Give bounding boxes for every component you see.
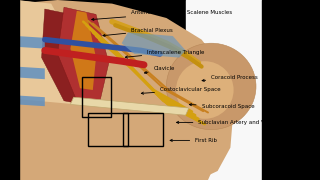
Text: Subclavian Artery and Vein: Subclavian Artery and Vein [177, 120, 273, 125]
Text: Costoclavicular Space: Costoclavicular Space [141, 87, 220, 94]
Polygon shape [16, 67, 45, 79]
Text: Interscalene Triangle: Interscalene Triangle [125, 50, 204, 58]
Text: Anterior and Middle Scalene Muscles: Anterior and Middle Scalene Muscles [92, 10, 232, 21]
Polygon shape [16, 0, 83, 104]
Polygon shape [122, 32, 186, 58]
Bar [82, 77, 111, 117]
Polygon shape [70, 11, 96, 90]
Polygon shape [112, 140, 218, 180]
Polygon shape [16, 0, 64, 54]
Bar [88, 113, 128, 146]
Polygon shape [70, 97, 189, 115]
Ellipse shape [176, 61, 234, 119]
Polygon shape [16, 0, 234, 180]
Polygon shape [42, 9, 90, 104]
Polygon shape [16, 36, 45, 49]
Text: Clavicle: Clavicle [144, 66, 175, 74]
Text: First Rib: First Rib [170, 138, 217, 143]
Text: Brachial Plexus: Brachial Plexus [103, 28, 173, 37]
Polygon shape [58, 7, 109, 104]
Polygon shape [16, 95, 45, 106]
Bar [123, 113, 163, 146]
Ellipse shape [166, 43, 256, 130]
Text: Subcoracoid Space: Subcoracoid Space [189, 103, 254, 109]
Text: Coracoid Process: Coracoid Process [202, 75, 258, 82]
